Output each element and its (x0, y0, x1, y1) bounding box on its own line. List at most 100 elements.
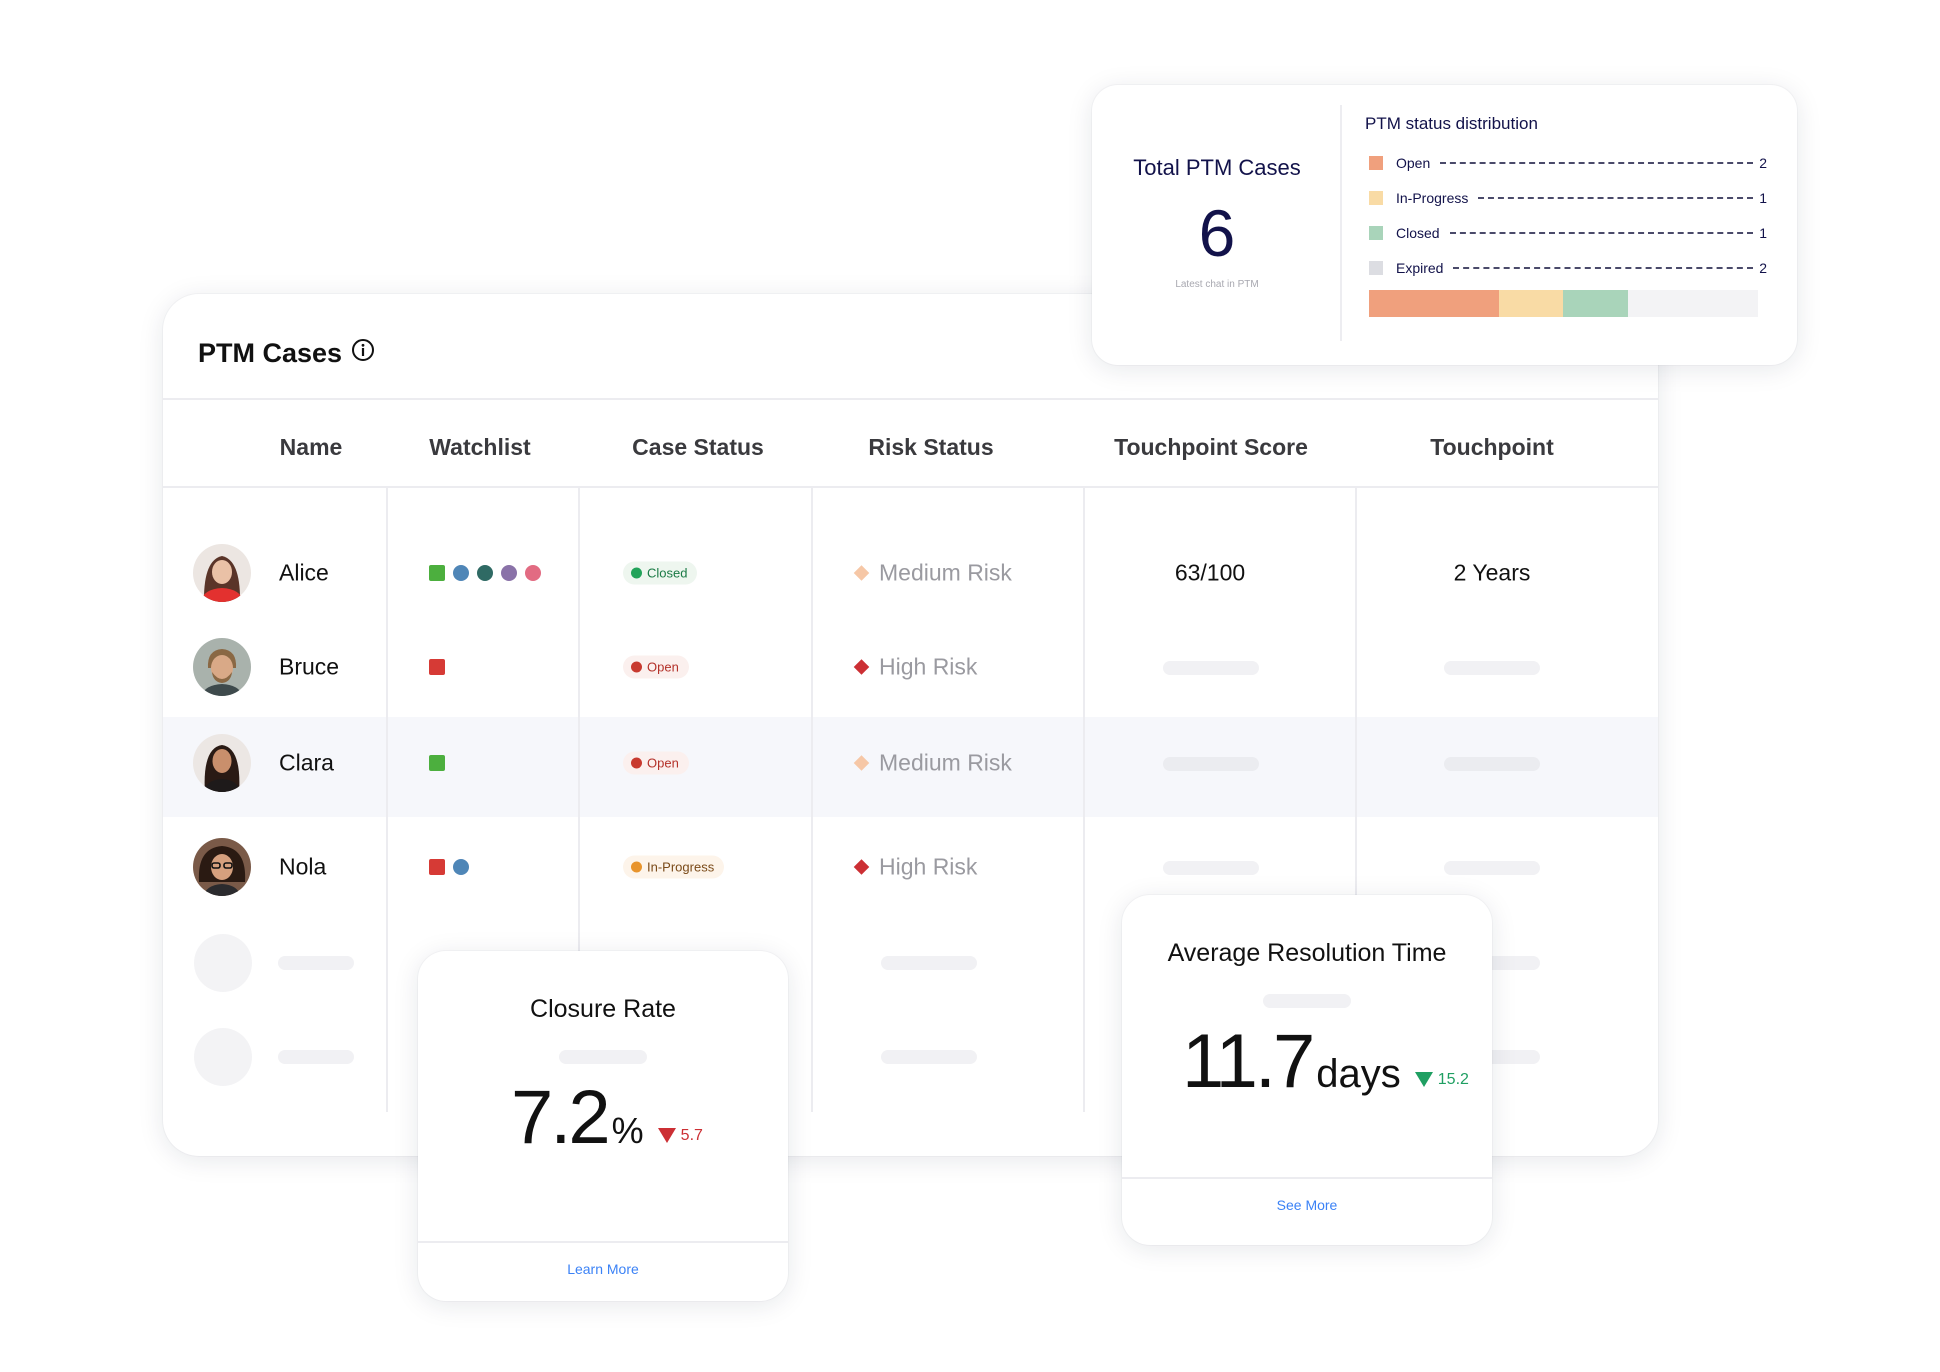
watchlist-marker (453, 565, 469, 581)
subtitle-placeholder (559, 1050, 647, 1064)
risk-status: Medium Risk (853, 560, 1012, 587)
legend-swatch (1369, 156, 1383, 170)
card-divider (418, 1241, 788, 1243)
closure-rate-card: Closure Rate 7.2 % 5.7 Learn More (418, 951, 788, 1301)
avatar (193, 734, 251, 792)
ptm-cases-card: PTM Cases Name Watchlist Case Status Ris… (163, 294, 1658, 1156)
row-name: Alice (279, 559, 329, 586)
legend-item-expired: Expired 2 (1369, 258, 1767, 278)
watchlist-marker (429, 755, 445, 771)
case-status-label: In-Progress (647, 859, 715, 875)
touchpoint: 2 Years (1453, 559, 1531, 586)
watchlist-markers (429, 859, 469, 875)
down-arrow-icon (1414, 1072, 1433, 1087)
column-divider (386, 488, 388, 1112)
case-status-badge: Open (623, 751, 689, 775)
risk-diamond-icon (853, 659, 870, 675)
legend-item-closed: Closed 1 (1369, 223, 1767, 243)
learn-more-link[interactable]: Learn More (567, 1261, 639, 1277)
column-header-watchlist[interactable]: Watchlist (429, 434, 531, 460)
touchpoint-score-placeholder (1163, 757, 1259, 771)
watchlist-markers (429, 565, 541, 581)
column-header-touchpoint[interactable]: Touchpoint (1430, 434, 1554, 460)
case-status-badge: Closed (623, 561, 698, 585)
risk-diamond-icon (853, 859, 870, 875)
resolution-time-delta: 15.2 (1414, 1070, 1469, 1089)
touchpoint-placeholder (1444, 757, 1540, 771)
closure-rate-unit: % (611, 1110, 644, 1151)
touchpoint-placeholder (1444, 661, 1540, 675)
distribution-segment-closed (1563, 290, 1629, 317)
status-dot (631, 757, 642, 769)
column-divider (1083, 488, 1085, 1112)
avatar-placeholder (194, 1028, 252, 1086)
watchlist-marker (501, 565, 517, 581)
column-header-risk-status[interactable]: Risk Status (868, 434, 994, 460)
total-cases-subtitle: Latest chat in PTM (1175, 279, 1259, 290)
case-status-badge: In-Progress (623, 855, 725, 879)
case-status-label: Closed (647, 565, 688, 581)
total-cases-title: Total PTM Cases (1133, 155, 1301, 180)
column-divider (1355, 488, 1357, 1112)
closure-rate-value: 7.2 % 5.7 (511, 1074, 703, 1161)
resolution-time-delta-value: 15.2 (1437, 1070, 1469, 1088)
risk-diamond-icon (853, 565, 870, 581)
watchlist-markers (429, 659, 445, 675)
closure-rate-number: 7.2 (511, 1075, 611, 1160)
avatar (193, 638, 251, 696)
row-name: Bruce (279, 653, 340, 680)
column-header-touchpoint-score[interactable]: Touchpoint Score (1114, 434, 1308, 460)
case-status-badge: Open (623, 655, 689, 679)
watchlist-marker (429, 659, 445, 675)
name-placeholder (278, 1050, 354, 1064)
risk-status: High Risk (853, 853, 978, 881)
legend-leader (1440, 162, 1754, 164)
column-divider (578, 488, 580, 1112)
info-icon[interactable] (351, 338, 375, 362)
card-title: PTM Cases (198, 338, 343, 368)
see-more-link[interactable]: See More (1276, 1197, 1338, 1213)
closure-rate-title: Closure Rate (530, 995, 676, 1023)
total-cases-value: 6 (1198, 196, 1236, 270)
avatar-placeholder (194, 934, 252, 992)
resolution-time-title: Average Resolution Time (1167, 939, 1447, 967)
summary-divider (1340, 105, 1342, 341)
touchpoint-score: 63/100 (1174, 559, 1246, 586)
row-name: Nola (279, 853, 327, 880)
name-placeholder (278, 956, 354, 970)
header-top-divider (163, 398, 1658, 400)
case-status-label: Open (647, 755, 679, 771)
card-divider (1122, 1177, 1492, 1179)
legend-item-in-progress: In-Progress 1 (1369, 188, 1767, 208)
legend-count: 1 (1759, 225, 1767, 241)
watchlist-marker (429, 859, 445, 875)
column-header-case-status[interactable]: Case Status (632, 434, 764, 460)
watchlist-marker (429, 565, 445, 581)
legend-leader (1453, 267, 1754, 269)
avatar (193, 544, 251, 602)
table-row-highlight (163, 717, 1658, 817)
legend-swatch (1369, 226, 1383, 240)
risk-status-label: High Risk (879, 653, 978, 680)
watchlist-marker (477, 565, 493, 581)
watchlist-markers (429, 755, 445, 771)
distribution-segment-in-progress (1498, 290, 1564, 317)
legend-leader (1449, 232, 1754, 234)
column-header-name[interactable]: Name (279, 434, 343, 460)
down-arrow-icon (657, 1128, 676, 1143)
watchlist-marker (453, 859, 469, 875)
legend-label: Expired (1396, 260, 1444, 276)
resolution-time-value: 11.7 days 15.2 (1182, 1018, 1469, 1105)
risk-diamond-icon (853, 755, 870, 771)
legend-count: 2 (1759, 260, 1767, 276)
touchpoint-score-placeholder (1163, 861, 1259, 875)
avatar (193, 838, 251, 896)
column-divider (811, 488, 813, 1112)
status-distribution-bar (1369, 290, 1758, 317)
touchpoint-score-placeholder (1163, 661, 1259, 675)
resolution-time-unit: days (1316, 1052, 1401, 1096)
ptm-summary-card: Total PTM Cases 6 Latest chat in PTM PTM… (1092, 85, 1797, 365)
risk-status-label: High Risk (879, 853, 978, 880)
risk-placeholder (881, 956, 977, 970)
distribution-title: PTM status distribution (1365, 114, 1538, 133)
